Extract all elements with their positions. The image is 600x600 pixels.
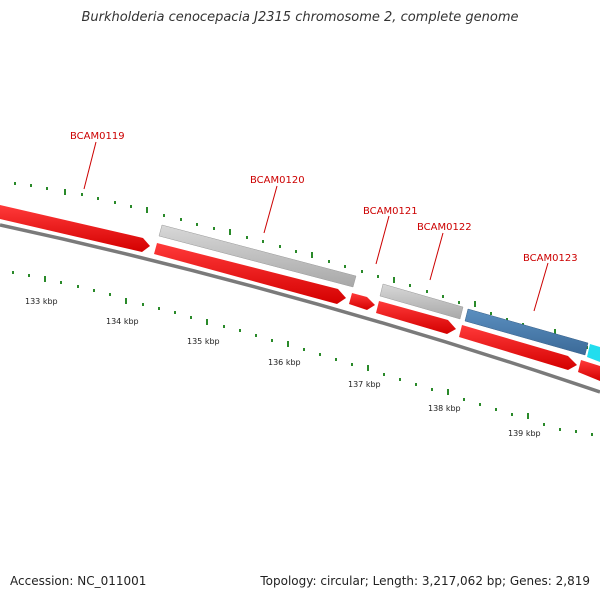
leader-bcam0121 bbox=[375, 215, 390, 265]
accession-text: Accession: NC_011001 bbox=[10, 574, 147, 588]
gene-bcam0120-forward-arrow[interactable] bbox=[154, 243, 346, 304]
kbp-label-137: 137 kbp bbox=[348, 380, 381, 389]
gene-cyan-arrow[interactable] bbox=[587, 344, 600, 362]
gene-label-bcam0121[interactable]: BCAM0121 bbox=[363, 206, 418, 217]
kbp-label-139: 139 kbp bbox=[508, 429, 541, 438]
kbp-label-138: 138 kbp bbox=[428, 404, 461, 413]
leader-bcam0120 bbox=[263, 185, 278, 234]
kbp-label-136: 136 kbp bbox=[268, 358, 301, 367]
gene-label-bcam0119[interactable]: BCAM0119 bbox=[70, 131, 125, 142]
gene-bcam0122-arrow[interactable] bbox=[379, 283, 464, 320]
gene-next-arrow[interactable] bbox=[578, 360, 600, 381]
gene-labels: BCAM0119 BCAM0120 BCAM0121 BCAM0122 BCAM… bbox=[70, 131, 578, 264]
map-title: Burkholderia cenocepacia J2315 chromosom… bbox=[81, 10, 519, 25]
leader-bcam0123 bbox=[533, 262, 549, 312]
forward-strand-genes bbox=[0, 205, 600, 381]
gene-bcam0120-arrow[interactable] bbox=[158, 224, 357, 288]
gene-bcam0119-arrow[interactable] bbox=[0, 205, 150, 252]
reverse-strand-genes bbox=[158, 224, 600, 362]
gene-label-bcam0120[interactable]: BCAM0120 bbox=[250, 175, 305, 186]
gene-bcam0121-arrow[interactable] bbox=[349, 293, 375, 310]
gene-label-bcam0123[interactable]: BCAM0123 bbox=[523, 253, 578, 264]
kbp-label-134: 134 kbp bbox=[106, 317, 139, 326]
gene-label-bcam0122[interactable]: BCAM0122 bbox=[417, 222, 472, 233]
genome-summary-text: Topology: circular; Length: 3,217,062 bp… bbox=[260, 574, 590, 588]
gene-bcam0123-arrow[interactable] bbox=[464, 308, 589, 356]
kbp-label-133: 133 kbp bbox=[25, 297, 58, 306]
gene-bcam0122-forward-arrow[interactable] bbox=[376, 301, 456, 334]
leader-bcam0122 bbox=[429, 232, 444, 281]
leader-bcam0119 bbox=[83, 141, 97, 190]
gene-bcam0123-forward-arrow[interactable] bbox=[459, 325, 577, 370]
kbp-labels: 133 kbp 134 kbp 135 kbp 136 kbp 137 kbp … bbox=[25, 297, 541, 438]
kbp-label-135: 135 kbp bbox=[187, 337, 220, 346]
inner-tick-ring bbox=[12, 271, 593, 436]
gene-label-leaders bbox=[83, 141, 549, 312]
genome-backbone bbox=[0, 223, 600, 394]
